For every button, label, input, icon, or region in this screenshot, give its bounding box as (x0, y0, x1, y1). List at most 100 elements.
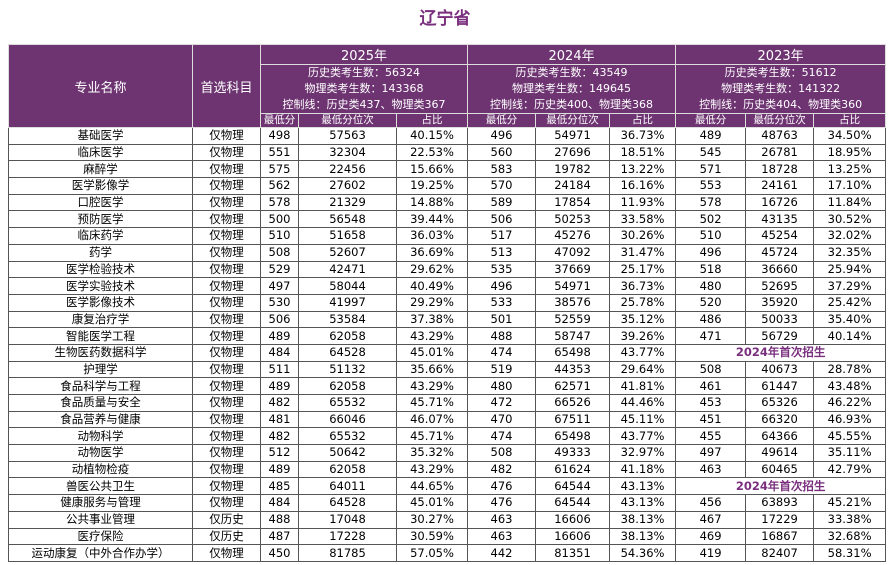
value-cell: 28.78% (813, 360, 887, 379)
value-cell: 45276 (535, 227, 611, 245)
value-cell: 51132 (298, 360, 397, 379)
value-cell: 453 (675, 394, 747, 412)
value-cell: 419 (675, 544, 747, 562)
value-cell: 496 (467, 127, 537, 145)
value-cell: 570 (467, 177, 537, 195)
value-cell: 56548 (298, 210, 397, 229)
table-row: 食品科学与工程 仅物理 489 62058 43.29% 480 62571 41.81% 46… (8, 377, 887, 395)
table-row: 智能医学工程 仅物理 489 62058 43.29% 488 58747 39.26% 471… (8, 327, 887, 345)
value-cell: 36.73% (609, 127, 677, 145)
value-cell: 62571 (535, 377, 611, 395)
value-cell: 42.79% (813, 460, 887, 479)
value-cell: 484 (260, 494, 299, 512)
table-row: 预防医学 仅物理 500 56548 39.44% 506 50253 33.58% 502 43… (8, 210, 887, 229)
value-cell: 480 (675, 277, 747, 295)
value-cell: 45254 (745, 227, 815, 245)
value-cell: 43.48% (813, 377, 887, 395)
major-name: 动物科学 (8, 427, 193, 446)
value-cell: 482 (260, 427, 299, 446)
value-cell: 13.25% (813, 160, 887, 179)
major-name: 食品质量与安全 (8, 394, 193, 412)
value-cell: 50642 (298, 444, 397, 462)
value-cell: 64528 (298, 343, 397, 362)
value-cell: 58044 (298, 277, 397, 295)
value-cell: 36.03% (395, 227, 469, 245)
value-cell: 57563 (298, 127, 397, 145)
value-cell: 45.01% (395, 343, 469, 362)
value-cell: 535 (467, 260, 537, 279)
value-cell: 30.26% (609, 227, 677, 245)
sub-header: 占比 (813, 113, 887, 128)
value-cell: 512 (260, 444, 299, 462)
value-cell: 37.38% (395, 310, 469, 329)
sub-header: 最低分位次 (535, 113, 611, 128)
table-row: 医学实验技术 仅物理 497 58044 40.49% 496 54971 36.73% 480… (8, 277, 887, 295)
value-cell: 482 (260, 394, 299, 412)
value-cell: 496 (675, 243, 747, 262)
value-cell: 65532 (298, 394, 397, 412)
value-cell: 583 (467, 160, 537, 179)
subject: 仅物理 (192, 193, 261, 212)
value-cell: 65532 (298, 427, 397, 446)
major-name: 医学检验技术 (8, 260, 193, 279)
value-cell: 65498 (535, 427, 611, 446)
value-cell: 43.77% (609, 427, 677, 446)
value-cell: 29.29% (395, 293, 469, 312)
value-cell: 456 (675, 494, 747, 512)
value-cell: 16606 (535, 527, 611, 546)
value-cell: 501 (467, 310, 537, 329)
subject: 仅物理 (192, 293, 261, 312)
value-cell: 52695 (745, 277, 815, 295)
value-cell: 476 (467, 477, 537, 496)
major-name: 生物医药数据科学 (8, 343, 193, 362)
value-cell: 30.52% (813, 210, 887, 229)
value-cell: 578 (675, 193, 747, 212)
major-name: 智能医学工程 (8, 327, 193, 345)
value-cell: 67511 (535, 410, 611, 429)
table-row: 动物医学 仅物理 512 50642 35.32% 508 49333 32.97% 497 49… (8, 444, 887, 462)
value-cell: 571 (675, 160, 747, 179)
table-row: 康复治疗学 仅物理 506 53584 37.38% 501 52559 35.12% 486 5… (8, 310, 887, 329)
value-cell: 45.11% (609, 410, 677, 429)
table-row: 动物科学 仅物理 482 65532 45.71% 474 65498 43.77% 455 64… (8, 427, 887, 446)
info-line: 控制线：历史类404、物理类360 (699, 98, 863, 111)
value-cell: 500 (260, 210, 299, 229)
value-cell: 485 (260, 477, 299, 496)
year-info: 历史类考生数：43549 物理类考生数：149645 控制线：历史类400、物理类3… (467, 64, 677, 114)
major-name: 预防医学 (8, 210, 193, 229)
value-cell: 38576 (535, 293, 611, 312)
value-cell: 482 (467, 460, 537, 479)
subject: 仅物理 (192, 177, 261, 195)
value-cell: 21329 (298, 193, 397, 212)
subject: 仅物理 (192, 277, 261, 295)
value-cell: 488 (467, 327, 537, 345)
year-header: 2025年 (259, 44, 469, 65)
value-cell: 497 (675, 444, 747, 462)
subject: 仅物理 (192, 210, 261, 229)
value-cell: 56729 (745, 327, 815, 345)
major-name: 食品科学与工程 (8, 377, 193, 395)
major-name: 康复治疗学 (8, 310, 193, 329)
value-cell: 486 (675, 310, 747, 329)
value-cell: 461 (675, 377, 747, 395)
header-row: 专业名称 首选科目 2025年 2024年 2023年 (8, 44, 887, 128)
value-cell: 510 (675, 227, 747, 245)
value-cell: 54971 (535, 127, 611, 145)
value-cell: 35.40% (813, 310, 887, 329)
value-cell: 36.73% (609, 277, 677, 295)
value-cell: 530 (260, 293, 299, 312)
value-cell: 47092 (535, 243, 611, 262)
value-cell: 61447 (745, 377, 815, 395)
value-cell: 497 (260, 277, 299, 295)
value-cell: 36660 (745, 260, 815, 279)
table-header: 专业名称 首选科目 2025年 2024年 2023年 历史类考生数：56324 物理类考生… (8, 44, 887, 128)
value-cell: 463 (467, 510, 537, 529)
value-cell: 29.64% (609, 360, 677, 379)
value-cell: 506 (467, 210, 537, 229)
major-name: 医学实验技术 (8, 277, 193, 295)
value-cell: 32304 (298, 143, 397, 162)
subject: 仅物理 (192, 327, 261, 345)
value-cell: 64544 (535, 494, 611, 512)
value-cell: 40673 (745, 360, 815, 379)
subject: 仅物理 (192, 494, 261, 512)
